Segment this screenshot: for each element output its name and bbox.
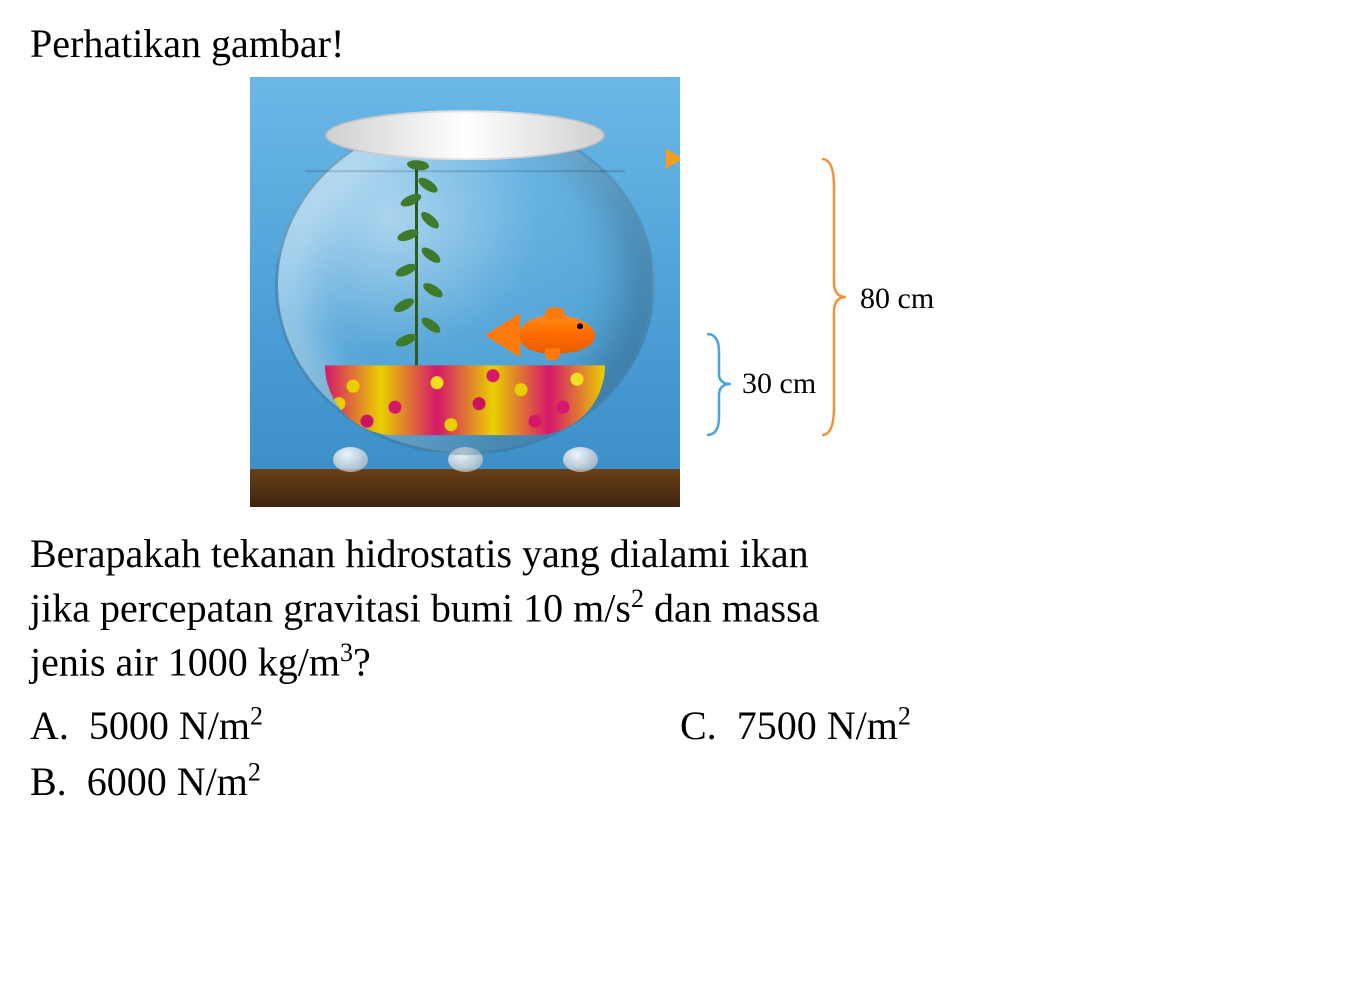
label-80cm: 80 cm — [860, 282, 934, 316]
fishbowl — [275, 115, 655, 455]
option-a-value: 5000 N/m — [89, 703, 250, 748]
option-c-letter: C. — [680, 703, 717, 748]
goldfish-icon — [485, 305, 595, 360]
bracket-30cm-icon — [705, 332, 735, 437]
answer-options: A. 5000 N/m2 B. 6000 N/m2 C. 7500 N/m2 — [30, 698, 1334, 810]
option-a[interactable]: A. 5000 N/m2 — [30, 698, 680, 754]
marker-icon — [657, 143, 680, 169]
option-b-value: 6000 N/m — [87, 759, 248, 804]
table-surface — [250, 469, 680, 507]
gravel — [325, 365, 605, 435]
bowl-rim — [325, 110, 605, 160]
option-c-sup: 2 — [898, 701, 911, 730]
label-30cm: 30 cm — [742, 367, 816, 401]
fishbowl-image — [250, 77, 680, 507]
question-title: Perhatikan gambar! — [30, 20, 1334, 67]
question-text: Berapakah tekanan hidrostatis yang diala… — [30, 527, 1334, 690]
option-c[interactable]: C. 7500 N/m2 — [680, 698, 1334, 754]
water-surface — [305, 170, 625, 172]
figure-area: 30 cm 80 cm — [250, 77, 1334, 507]
q-line3-pre: jenis air 1000 kg/m — [30, 640, 340, 685]
q-line2-post: dan massa — [644, 585, 820, 630]
q-line2-pre: jika percepatan gravitasi bumi 10 m/s — [30, 585, 631, 630]
option-b-letter: B. — [30, 759, 67, 804]
sup-3: 3 — [340, 638, 353, 667]
measurement-labels: 30 cm 80 cm — [700, 77, 960, 507]
aquatic-plant — [375, 155, 455, 365]
option-b-sup: 2 — [248, 757, 261, 786]
option-a-sup: 2 — [250, 701, 263, 730]
bracket-80cm-icon — [820, 157, 850, 437]
q-line3-post: ? — [353, 640, 371, 685]
option-c-value: 7500 N/m — [737, 703, 898, 748]
sup-2: 2 — [631, 584, 644, 613]
option-b[interactable]: B. 6000 N/m2 — [30, 754, 680, 810]
q-line1: Berapakah tekanan hidrostatis yang diala… — [30, 531, 809, 576]
option-a-letter: A. — [30, 703, 69, 748]
